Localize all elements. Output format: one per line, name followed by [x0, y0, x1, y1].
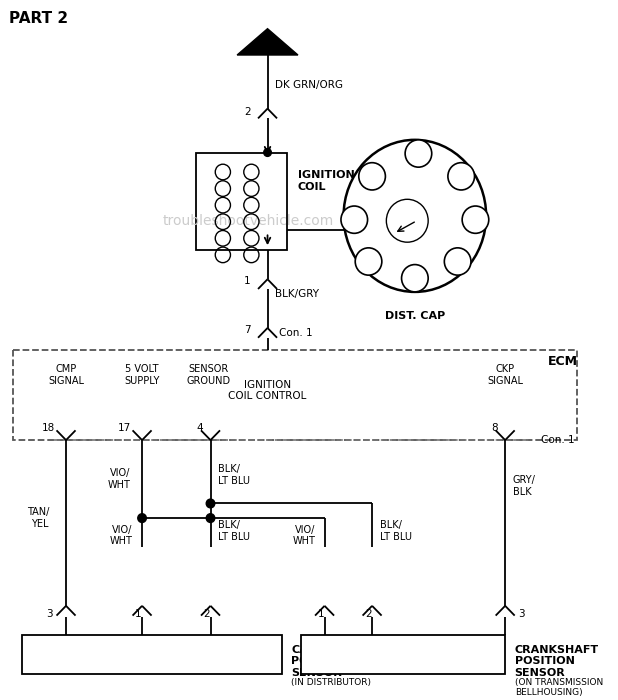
Circle shape: [405, 140, 432, 167]
Text: (IN DISTRIBUTOR): (IN DISTRIBUTOR): [291, 678, 371, 687]
Bar: [13, 351, 577, 440]
Text: SENSOR
GROUND: SENSOR GROUND: [187, 364, 231, 386]
Text: 2: 2: [243, 106, 250, 117]
Text: 8: 8: [415, 148, 422, 158]
Text: 8: 8: [491, 424, 497, 433]
Text: VIO/
WHT: VIO/ WHT: [109, 525, 132, 547]
Text: DIST. CAP: DIST. CAP: [385, 312, 445, 321]
Text: 3: 3: [519, 608, 525, 619]
Text: GRY/
BLK: GRY/ BLK: [513, 475, 536, 497]
Text: BLK/
LT BLU: BLK/ LT BLU: [218, 520, 250, 542]
Polygon shape: [237, 29, 298, 55]
Bar: [22, 635, 282, 674]
Text: 5: 5: [412, 273, 418, 284]
Ellipse shape: [344, 140, 486, 292]
Text: TAN/
YEL: TAN/ YEL: [27, 508, 49, 529]
Text: ECM: ECM: [548, 356, 577, 368]
Text: 17: 17: [117, 424, 130, 433]
Circle shape: [341, 206, 368, 233]
Text: troubleshootvehicle.com: troubleshootvehicle.com: [163, 214, 334, 228]
Circle shape: [444, 248, 471, 275]
Text: BLK/
LT BLU: BLK/ LT BLU: [218, 464, 250, 486]
Text: 2: 2: [365, 608, 371, 619]
Text: Con. 1: Con. 1: [541, 435, 575, 445]
Circle shape: [206, 514, 215, 522]
Text: VIO/
WHT: VIO/ WHT: [292, 525, 315, 547]
Text: 6: 6: [454, 256, 461, 267]
Text: BLK/GRY: BLK/GRY: [275, 289, 319, 299]
Circle shape: [264, 148, 271, 156]
Text: 7: 7: [243, 325, 250, 335]
Circle shape: [448, 162, 475, 190]
Text: 1: 1: [135, 608, 142, 619]
Text: Con. 1: Con. 1: [279, 328, 313, 338]
Text: A: A: [261, 34, 274, 52]
Text: (ON TRANSMISSION
BELLHOUSING): (ON TRANSMISSION BELLHOUSING): [515, 678, 603, 697]
Circle shape: [359, 162, 386, 190]
Text: 1: 1: [243, 276, 250, 286]
Text: 3: 3: [472, 215, 479, 225]
Text: VIO/
WHT: VIO/ WHT: [108, 468, 130, 490]
Text: DK GRN/ORG: DK GRN/ORG: [275, 80, 343, 90]
Text: PART 2: PART 2: [9, 11, 68, 26]
Text: CAMSHAFT
POSITION
SENSOR: CAMSHAFT POSITION SENSOR: [291, 645, 360, 678]
Text: CRANKSHAFT
POSITION
SENSOR: CRANKSHAFT POSITION SENSOR: [515, 645, 599, 678]
Text: 4: 4: [458, 172, 465, 181]
Text: 1: 1: [369, 172, 376, 181]
Bar: [301, 635, 505, 674]
Bar: [197, 153, 287, 250]
Text: 3: 3: [46, 608, 53, 619]
Text: IGNITION
COIL: IGNITION COIL: [298, 170, 355, 192]
Text: 4: 4: [197, 424, 203, 433]
Circle shape: [462, 206, 489, 233]
Circle shape: [355, 248, 382, 275]
Circle shape: [206, 499, 215, 508]
Text: BLK/
LT BLU: BLK/ LT BLU: [379, 520, 412, 542]
Text: IGNITION
COIL CONTROL: IGNITION COIL CONTROL: [228, 379, 307, 401]
Text: 18: 18: [41, 424, 54, 433]
Circle shape: [386, 199, 428, 242]
Text: 1: 1: [318, 608, 324, 619]
Text: 7: 7: [365, 256, 372, 267]
Circle shape: [402, 265, 428, 292]
Text: 2: 2: [351, 215, 358, 225]
Text: CMP
SIGNAL: CMP SIGNAL: [48, 364, 84, 386]
Text: 2: 2: [203, 608, 210, 619]
Circle shape: [138, 514, 146, 522]
Text: 5 VOLT
SUPPLY: 5 VOLT SUPPLY: [124, 364, 160, 386]
Text: CKP
SIGNAL: CKP SIGNAL: [487, 364, 523, 386]
